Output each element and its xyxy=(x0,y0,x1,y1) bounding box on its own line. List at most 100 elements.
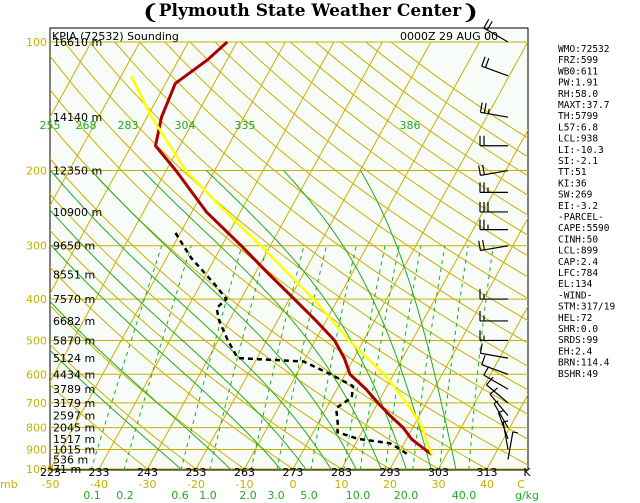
height-label: 71 m xyxy=(53,463,81,476)
isotherm-line xyxy=(486,393,528,470)
index-line: WB0:611 xyxy=(558,66,598,77)
pressure-tick-label: 1000 xyxy=(26,463,54,476)
wind-barb xyxy=(479,289,508,300)
pressure-tick-label: 600 xyxy=(26,368,47,381)
index-line: TT:51 xyxy=(558,167,587,178)
wind-barb xyxy=(479,201,508,213)
mb-unit-label: mb xyxy=(0,478,18,491)
index-line: LCL:938 xyxy=(558,134,598,145)
height-label: 12350 m xyxy=(53,165,102,178)
wind-barb xyxy=(479,330,508,342)
index-line: SHR:0.0 xyxy=(558,324,598,335)
height-label: 3179 m xyxy=(53,397,95,410)
temperature-tick-label: -20 xyxy=(187,478,205,491)
index-line: CAPE:5590 xyxy=(558,223,610,234)
index-line: RH:58.0 xyxy=(558,89,598,100)
wind-barb xyxy=(481,56,509,77)
kelvin-tick-label: 313 xyxy=(477,466,498,479)
index-line: -PARCEL- xyxy=(558,212,604,223)
isotherm-line xyxy=(50,41,238,383)
dry-adiabat xyxy=(64,41,528,415)
temperature-tick-label: -10 xyxy=(236,478,254,491)
index-line: LI:-10.3 xyxy=(558,145,604,156)
wind-barb xyxy=(493,400,509,428)
mixing-ratio-tick-label: 0.6 xyxy=(171,489,189,502)
kelvin-tick-label: 293 xyxy=(380,466,401,479)
moist-adiabat xyxy=(142,170,383,470)
mixing-ratio-tick-label: 0.1 xyxy=(83,489,101,502)
dry-adiabat xyxy=(189,41,528,300)
kelvin-tick-label: 233 xyxy=(89,466,110,479)
wind-barbs xyxy=(478,19,518,460)
left-flourish-icon: ❨ xyxy=(142,0,159,24)
temperature-tick-label: 30 xyxy=(432,478,446,491)
dry-adiabat xyxy=(164,41,528,322)
index-line: EI:-3.2 xyxy=(558,201,598,212)
isotherm-line xyxy=(98,41,335,470)
mixing-ratio-line xyxy=(90,245,163,470)
temperature-tick-label: 0 xyxy=(290,478,297,491)
isotherm-line xyxy=(341,128,528,470)
index-line: L57:6.8 xyxy=(558,122,598,133)
parcel-profile xyxy=(129,75,434,455)
height-label: 6682 m xyxy=(53,315,95,328)
pressure-tick-label: 300 xyxy=(26,240,47,253)
height-label: 5124 m xyxy=(53,352,95,365)
height-label: 4434 m xyxy=(53,368,95,381)
mixing-ratio-line xyxy=(439,245,469,470)
kelvin-tick-label: 263 xyxy=(234,466,255,479)
kelvin-tick-label: 243 xyxy=(137,466,158,479)
isotherm-line xyxy=(195,41,432,470)
mixing-ratio-tick-label: 10.0 xyxy=(346,489,371,502)
index-line: MAXT:37.7 xyxy=(558,100,609,111)
theta-e-label: 335 xyxy=(235,119,256,132)
wind-barb xyxy=(489,387,509,417)
chart-title: Plymouth State Weather Center xyxy=(159,1,462,21)
mixing-ratio-tick-label: 0.2 xyxy=(116,489,134,502)
theta-e-label: 386 xyxy=(400,119,421,132)
moist-adiabat xyxy=(50,170,333,470)
index-line: KI:36 xyxy=(558,178,587,189)
isotherm-line xyxy=(389,217,528,470)
moist-adiabat xyxy=(50,349,183,470)
moist-adiabat xyxy=(50,243,283,470)
kelvin-tick-label: 223 xyxy=(40,466,61,479)
theta-e-label: 283 xyxy=(118,119,139,132)
mixing-ratio-tick-label: 3.0 xyxy=(267,489,285,502)
index-line: LCL:899 xyxy=(558,246,598,257)
height-label: 2045 m xyxy=(53,422,95,435)
stability-indices: WMO:72532FRZ:599WB0:611PW:1.91RH:58.0MAX… xyxy=(558,44,615,380)
index-line: WMO:72532 xyxy=(558,44,609,55)
temperature-profile xyxy=(154,40,433,456)
wind-barb xyxy=(479,135,508,147)
dry-adiabat xyxy=(50,55,528,440)
kelvin-tick-label: 253 xyxy=(186,466,207,479)
index-line: LFC:784 xyxy=(558,268,598,279)
mixing-ratio-line xyxy=(276,245,327,470)
pressure-tick-label: 800 xyxy=(26,422,47,435)
dry-adiabat xyxy=(50,383,150,470)
dry-adiabat xyxy=(214,41,528,278)
wind-barb xyxy=(483,366,509,390)
index-line: EH:2.4 xyxy=(558,346,593,357)
pressure-tick-label: 400 xyxy=(26,293,47,306)
index-line: STM:317/19 xyxy=(558,302,615,313)
index-line: CINH:50 xyxy=(558,234,598,245)
temperature-tick-label: 20 xyxy=(383,478,397,491)
pressure-tick-label: 700 xyxy=(26,397,47,410)
height-label: 14140 m xyxy=(53,111,102,124)
index-line: FRZ:599 xyxy=(558,55,598,66)
index-line: -WIND- xyxy=(558,290,592,301)
mixing-ratio-tick-label: 40.0 xyxy=(452,489,477,502)
dry-adiabat xyxy=(50,88,528,466)
moist-adiabat xyxy=(359,170,457,470)
pressure-tick-label: 500 xyxy=(26,334,47,347)
isotherm-line xyxy=(147,41,383,470)
mixing-ratio-line xyxy=(250,245,305,470)
dry-adiabat xyxy=(50,343,199,470)
index-line: HEL:72 xyxy=(558,313,592,324)
wind-barb xyxy=(507,431,518,460)
dry-adiabat xyxy=(139,41,528,344)
index-line: CAP:2.4 xyxy=(558,257,598,268)
mixing-ratio-line xyxy=(310,245,357,470)
